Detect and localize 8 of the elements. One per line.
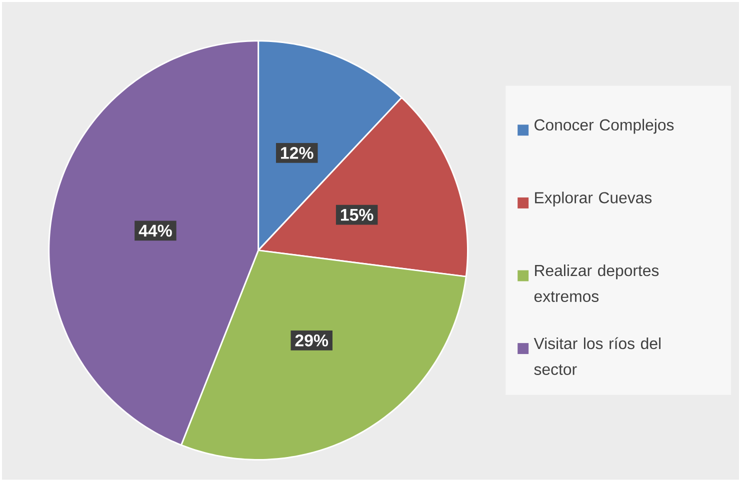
legend-label: Explorar Cuevas xyxy=(535,192,652,207)
legend-label: Realizar deportes extremos xyxy=(534,264,659,302)
data-label: 12% xyxy=(281,147,314,160)
data-label: 44% xyxy=(138,224,172,237)
legend-label: Visitar los ríos del sector xyxy=(534,337,660,376)
legend-label: Conocer Complejos xyxy=(534,119,674,134)
data-label: 15% xyxy=(340,209,374,221)
data-label: 29% xyxy=(295,334,328,347)
